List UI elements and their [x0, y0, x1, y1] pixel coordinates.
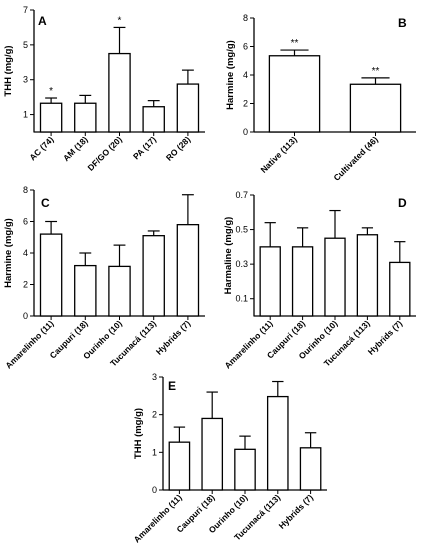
- y-tick-label: 6: [243, 42, 248, 52]
- category-label: AC (74): [27, 134, 55, 162]
- bar: [324, 237, 346, 317]
- bar: [176, 83, 200, 133]
- bar: [108, 52, 131, 133]
- category-label: Hybrids (7): [277, 492, 316, 531]
- y-tick-label: 8: [23, 185, 28, 195]
- y-tick-label: 1: [23, 110, 28, 120]
- bar: [39, 102, 63, 133]
- panel-letter: A: [38, 14, 47, 28]
- bar: [356, 234, 379, 317]
- bar: [266, 395, 289, 491]
- bar: [259, 246, 281, 317]
- y-tick-label: 5: [23, 40, 28, 50]
- y-tick-label: 0.1: [235, 294, 248, 304]
- y-tick-label: 2: [23, 280, 28, 290]
- bar: [168, 441, 191, 491]
- significance-marker: **: [372, 66, 380, 77]
- bar: [176, 223, 200, 317]
- y-tick-label: 8: [243, 13, 248, 23]
- panel-d: 0.1 0.3 0.5 0.7 Harmaline (mg/g) D Amarelinho …: [222, 190, 416, 371]
- bar: [142, 106, 165, 133]
- y-axis-label: Harmaline (mg/g): [223, 217, 234, 295]
- bar: [234, 448, 256, 491]
- bar: [349, 83, 402, 133]
- y-axis-label: THH (mg/g): [133, 408, 144, 459]
- y-tick-label: 2: [243, 99, 248, 109]
- bar: [201, 417, 224, 491]
- significance-marker: *: [49, 86, 53, 97]
- category-label: Cultivated (46): [331, 134, 380, 183]
- category-label: AM (18): [61, 134, 90, 163]
- category-label: Hybrids (7): [154, 318, 193, 357]
- bar: [291, 246, 314, 317]
- category-label: DF/GO (20): [85, 134, 124, 173]
- bar: [74, 264, 97, 317]
- panel-letter: D: [398, 196, 407, 210]
- bar: [389, 261, 411, 317]
- y-tick-label: 2: [152, 410, 157, 420]
- y-tick-label: 0: [23, 311, 28, 321]
- y-tick-label: 6: [23, 217, 28, 227]
- bar: [299, 447, 322, 491]
- category-label: Amarelinho (11): [3, 318, 55, 370]
- panel-b: 0 2 4 6 8 Harmine (mg/g) B ** Native (113) ** Cult…: [225, 13, 416, 183]
- panel-letter: B: [398, 16, 407, 30]
- category-label: Hybrids (7): [366, 318, 405, 357]
- y-axis-label: THH (mg/g): [3, 45, 14, 96]
- y-tick-label: 0: [152, 485, 157, 495]
- y-tick-label: 3: [152, 372, 157, 382]
- y-tick-label: 7: [23, 5, 28, 15]
- significance-marker: **: [291, 38, 299, 49]
- category-label: Native (113): [258, 134, 299, 175]
- bar: [39, 233, 63, 317]
- y-tick-label: 4: [23, 248, 28, 258]
- y-tick-label: 0.3: [235, 259, 248, 269]
- y-axis-label: Harmine (mg/g): [225, 40, 236, 110]
- bar: [108, 265, 131, 317]
- y-tick-label: 4: [243, 70, 248, 80]
- bar: [74, 102, 97, 133]
- category-label: Amarelinho (11): [222, 318, 274, 370]
- category-label: RO (28): [164, 134, 193, 163]
- y-tick-label: 1: [152, 447, 157, 457]
- y-tick-label: 0.7: [235, 190, 248, 200]
- panel-letter: E: [168, 379, 176, 393]
- category-label: Amarelinho (11): [132, 492, 184, 544]
- y-tick-label: 0.5: [235, 225, 248, 235]
- panel-letter: C: [41, 196, 50, 210]
- y-axis-label: Harmine (mg/g): [3, 218, 14, 288]
- y-tick-label: 3: [23, 75, 28, 85]
- bar: [268, 55, 321, 133]
- y-tick-label: 0: [243, 127, 248, 137]
- bar: [142, 235, 165, 317]
- panel-a: 1 3 5 7 THH (mg/g) A * AC (74) AM (18) * DF/GO (20…: [3, 5, 205, 173]
- category-label: PA (17): [131, 134, 158, 161]
- significance-marker: *: [118, 15, 122, 26]
